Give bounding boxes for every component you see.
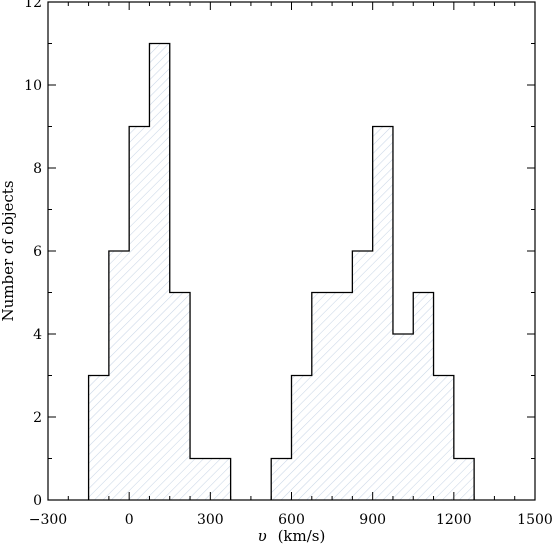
x-tick-label: 900 (359, 512, 386, 528)
x-axis-label: υ (km/s) (258, 527, 326, 545)
y-tick-label: 10 (24, 78, 42, 94)
y-tick-label: 2 (33, 410, 42, 426)
y-tick-label: 6 (33, 244, 42, 260)
y-tick-labels: 0 2 4 6 8 10 12 (24, 0, 42, 509)
x-axis-label-unit: (km/s) (278, 527, 326, 545)
x-tick-label: 300 (197, 512, 224, 528)
histogram-outline (87, 42, 475, 500)
x-axis-label-symbol: υ (258, 527, 267, 545)
histogram-bar (453, 458, 475, 500)
histogram-bar (88, 375, 109, 500)
histogram-bar (413, 292, 434, 500)
bars-layer (88, 43, 475, 500)
histogram-bar (332, 292, 353, 500)
ticks-layer (47, 1, 536, 501)
y-tick-label: 8 (33, 161, 42, 177)
histogram-bar (291, 375, 312, 500)
histogram-bar (372, 126, 393, 500)
y-tick-label: 4 (33, 327, 42, 343)
histogram-bar (190, 458, 211, 500)
histogram-bar (129, 126, 150, 500)
histogram-bar (392, 334, 414, 500)
histogram-bar (433, 375, 454, 500)
x-tick-label: 0 (125, 512, 134, 528)
histogram-bar (149, 43, 170, 500)
histogram-bar (169, 292, 191, 500)
histogram-bar (210, 458, 231, 500)
y-axis-label: Number of objects (0, 180, 17, 321)
histogram-bar (271, 458, 292, 500)
x-tick-label: 1200 (436, 512, 472, 528)
x-tick-labels: −300 0 300 600 900 1200 1500 (29, 512, 553, 528)
histogram-bar (311, 292, 333, 500)
x-tick-label: 1500 (517, 512, 553, 528)
y-tick-label: 12 (24, 0, 42, 11)
x-tick-label: 600 (278, 512, 305, 528)
histogram-bar (352, 251, 373, 500)
x-tick-label: −300 (29, 512, 67, 528)
histogram-bar (108, 251, 130, 500)
y-tick-label: 0 (33, 493, 42, 509)
